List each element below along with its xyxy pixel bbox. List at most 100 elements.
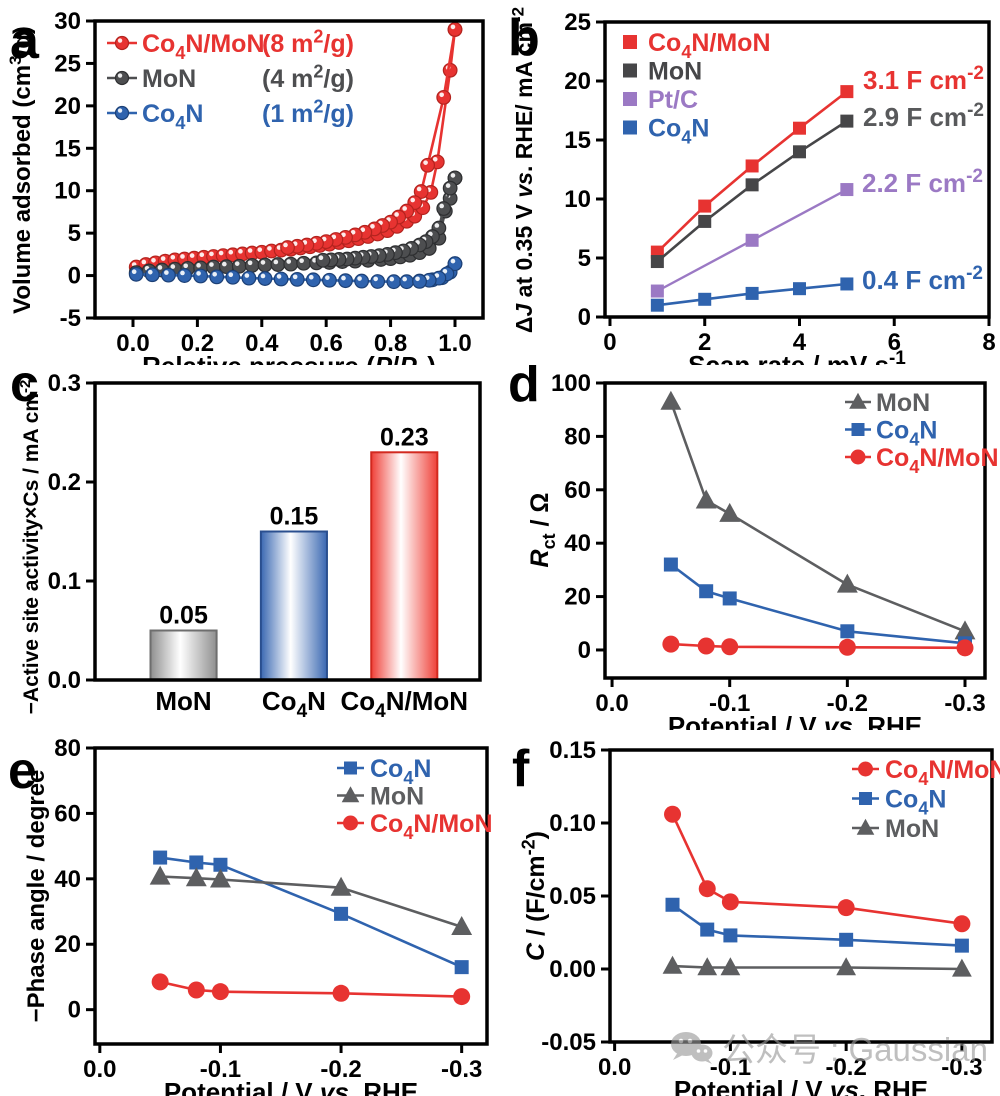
y-tick-label: -5 (60, 305, 81, 332)
a-series-Co4N-desorption (412, 256, 463, 289)
y-tick-label: 5 (68, 220, 81, 247)
f-x-axis-title: Potential / V vs. RHE (674, 1075, 928, 1096)
x-tick-label: -0.3 (944, 690, 985, 717)
x-tick-label: 0.4 (245, 330, 279, 357)
panel-c: 0.05 MoN 0.15 Co4N 0.23 Co4N/MoN 0.0 0.1 0.2 0.3−… (0, 365, 500, 730)
a-x-axis-title: Relative pressure (P/P0) (142, 351, 436, 365)
y-tick-label: 0 (68, 997, 81, 1024)
d-y-axis: 0 20 40 60 80 100 Rct / Ω (526, 370, 605, 664)
bar-category-label: MoN (155, 686, 211, 716)
legend-label: Co4N (142, 100, 203, 133)
e-plot-frame (93, 746, 489, 1046)
y-tick-label: 30 (54, 8, 81, 35)
panel-letter-d: d (508, 365, 540, 413)
panel-c-chart: 0.05 MoN 0.15 Co4N 0.23 Co4N/MoN 0.0 0.1 0.2 0.3−… (10, 365, 482, 722)
bar-value-label: 0.05 (159, 602, 208, 630)
x-tick-label: 0.0 (83, 1056, 116, 1083)
b-series-Pt-C (650, 183, 854, 298)
b-x-axis-title: Scan rate / mV s-1 (688, 348, 906, 365)
x-tick-label: -0.1 (200, 1056, 241, 1083)
f-y-axis-title: C / (F/cm-2) (519, 831, 551, 961)
panel-a-chart: 0.0 0.2 0.4 0.6 0.8 1.0Relative pressure (P/P… (6, 8, 485, 365)
a-legend: Co4N/MoN(8 m2/g) MoN (4 m2/g) Co4N (1 m2/g) (107, 27, 354, 133)
legend-label: Co4N/MoN (142, 30, 265, 63)
f-x-axis: 0.0 -0.1 -0.2 -0.3 Potential / V vs. RHE (598, 1042, 983, 1096)
y-tick-label: 0.15 (549, 737, 596, 764)
bar-MoN (149, 629, 218, 681)
c-y-axis-title: −Active site activity×Cs / mA cm-2 (17, 380, 43, 715)
y-tick-label: 60 (54, 800, 81, 827)
panel-e-chart: 0.0 -0.1 -0.2 -0.3 Potential / V vs. RHE 0 20 4… (8, 735, 493, 1096)
series-annotation: 0.4 F cm-2 (862, 263, 983, 295)
y-tick-label: 25 (54, 50, 81, 77)
legend-label-area: (4 m2/g) (262, 62, 354, 94)
y-tick-label: 10 (564, 186, 591, 213)
x-tick-label: 0.2 (181, 330, 214, 357)
y-tick-label: 0.1 (48, 568, 81, 595)
c-y-axis: 0.0 0.1 0.2 0.3−Active site activity×Cs / m… (17, 370, 95, 714)
legend-label: Co4N/MoN (370, 810, 493, 843)
e-x-axis-title: Potential / V vs. RHE (164, 1077, 418, 1096)
y-tick-label: 15 (564, 127, 591, 154)
panel-letter-b: b (508, 9, 540, 67)
y-tick-label: 0.0 (48, 667, 81, 694)
y-tick-label: 0 (578, 637, 591, 664)
e-y-axis: 0 20 40 60 80−Phase angle / degree (23, 735, 95, 1024)
y-tick-label: 20 (564, 68, 591, 95)
e-series-Co4N (153, 850, 469, 975)
legend-label: Co4N (876, 417, 937, 450)
y-tick-label: 0.2 (48, 469, 81, 496)
legend-label-area: (8 m2/g) (262, 27, 354, 59)
bar-value-label: 0.23 (380, 423, 429, 451)
b-y-axis: 0 5 10 15 20 25 ΔJ at 0.35 V vs. RHE/ mA cm-2 (508, 7, 605, 333)
bar-category-label: Co4N (262, 686, 326, 722)
panel-e: 0.0 -0.1 -0.2 -0.3 Potential / V vs. RHE 0 20 4… (0, 730, 500, 1096)
b-x-axis: 0 2 4 6 8 Scan rate / mV s-1 (603, 317, 996, 365)
panel-d-chart: 0.0 -0.1 -0.2 -0.3 Potential / V vs. RHE 0 20 4… (508, 365, 999, 730)
x-tick-label: -0.2 (827, 690, 868, 717)
y-tick-label: 60 (564, 477, 591, 504)
a-y-axis-title: Volume adsorbed (cm3/g) (6, 26, 36, 314)
x-tick-label: 0.8 (374, 330, 407, 357)
legend-label-area: (1 m2/g) (262, 97, 354, 129)
x-tick-label: 0.6 (310, 330, 343, 357)
c-plot-frame (93, 381, 482, 682)
panel-b-chart: 0 2 4 6 8 Scan rate / mV s-1 0 5 10 15 20 25 ΔJ at 0… (508, 7, 996, 365)
bar-Co4NMoN (370, 451, 439, 681)
d-y-axis-title: Rct / Ω (526, 493, 559, 568)
panel-f-chart: 0.0 -0.1 -0.2 -0.3 Potential / V vs. RHE -0.0… (512, 737, 1000, 1096)
a-x-axis: 0.0 0.2 0.4 0.6 0.8 1.0Relative pressure (P/P… (116, 318, 472, 365)
d-series-MoN (660, 390, 976, 640)
e-series-MoN (149, 865, 473, 935)
x-tick-label: 0.0 (116, 330, 149, 357)
y-tick-label: 20 (54, 931, 81, 958)
series-annotation: 3.1 F cm-2 (863, 63, 984, 95)
x-tick-label: 4 (793, 329, 807, 356)
b-series-MoN (650, 114, 854, 269)
bar-category-label: Co4N/MoN (340, 686, 468, 722)
panel-f: 0.0 -0.1 -0.2 -0.3 Potential / V vs. RHE -0.0… (500, 730, 1000, 1096)
f-watermark: 公众号 : Gaussian (671, 1031, 988, 1068)
a-y-axis: -5 0 5 10 15 20 25 30 Volume adsorbed (cm3/g) (6, 8, 95, 332)
watermark-text: 公众号 : Gaussian (722, 1031, 988, 1068)
legend-label: Co4N/MoN (876, 444, 999, 477)
b-series-Co4N (650, 277, 854, 312)
e-y-axis-title: −Phase angle / degree (23, 770, 50, 1023)
y-tick-label: 15 (54, 135, 81, 162)
x-tick-label: -0.1 (709, 690, 750, 717)
y-tick-label: 0 (68, 263, 81, 290)
y-tick-label: 10 (54, 178, 81, 205)
b-plot-frame (603, 20, 991, 319)
panel-letter-e: e (8, 742, 37, 800)
a-plot-frame (93, 19, 485, 320)
x-tick-label: -0.2 (825, 1054, 866, 1081)
legend-label: MoN (370, 783, 424, 811)
panel-letter-c: c (10, 365, 39, 413)
y-tick-label: 5 (578, 245, 591, 272)
y-tick-label: 80 (54, 735, 81, 762)
f-series-Co4N (665, 897, 969, 953)
panel-letter-a: a (10, 12, 40, 70)
x-tick-label: -0.3 (941, 1054, 982, 1081)
f-series-Co4N-MoN (664, 805, 971, 933)
